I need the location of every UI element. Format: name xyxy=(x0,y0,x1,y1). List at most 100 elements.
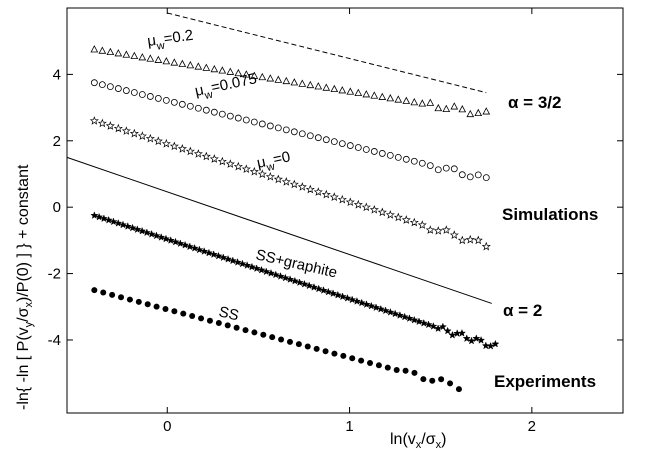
data-point-ss-graphite xyxy=(433,324,443,333)
data-point-ss xyxy=(135,298,142,305)
data-point-ss-graphite xyxy=(123,222,132,230)
x-tick-label: 1 xyxy=(345,418,353,435)
data-point--w-0-075 xyxy=(114,85,122,92)
data-point-ss xyxy=(358,357,365,364)
data-point-ss-graphite xyxy=(400,312,409,321)
data-point--w-0-2 xyxy=(290,78,299,86)
data-point-ss-graphite xyxy=(133,225,142,234)
data-point--w-0 xyxy=(425,225,435,234)
data-point--w-0 xyxy=(217,156,227,166)
data-point--w-0 xyxy=(417,220,427,229)
data-point--w-0-075 xyxy=(434,166,442,174)
data-point-ss-graphite xyxy=(443,326,452,335)
data-point-ss xyxy=(162,305,169,312)
data-point--w-0 xyxy=(185,146,195,156)
reference-lines xyxy=(66,12,492,304)
data-point-ss xyxy=(349,355,356,362)
data-point--w-0 xyxy=(113,123,123,133)
data-point-ss-graphite xyxy=(290,276,299,285)
data-point--w-0-2 xyxy=(306,80,315,89)
data-point--w-0 xyxy=(153,136,163,146)
data-point--w-0-2 xyxy=(330,84,339,93)
data-point-ss xyxy=(118,294,125,301)
data-point-ss xyxy=(260,331,267,338)
data-point-ss-graphite xyxy=(472,334,481,343)
data-point-ss-graphite xyxy=(180,240,190,249)
data-point-ss xyxy=(278,336,285,343)
x-tick-label: 0 xyxy=(163,418,171,435)
y-tick-label: 4 xyxy=(53,66,61,83)
data-point--w-0-2 xyxy=(474,108,483,117)
data-point--w-0 xyxy=(449,230,459,239)
data-point--w-0 xyxy=(369,204,379,214)
data-point--w-0 xyxy=(169,141,179,151)
data-point--w-0 xyxy=(305,184,315,194)
data-point--w-0 xyxy=(225,159,235,168)
data-point-ss-graphite xyxy=(185,242,194,251)
data-point-ss-graphite xyxy=(386,307,395,316)
data-point-ss xyxy=(109,291,116,298)
data-point-ss xyxy=(180,310,187,317)
data-point--w-0-2 xyxy=(282,76,291,85)
data-point--w-0-075 xyxy=(274,124,282,132)
data-point-ss xyxy=(269,334,276,341)
data-point-ss-graphite xyxy=(90,211,99,219)
data-point-ss xyxy=(375,362,382,369)
data-point--w-0 xyxy=(137,131,147,140)
data-point--w-0 xyxy=(337,194,347,204)
data-point--w-0-2 xyxy=(226,67,235,75)
data-point--w-0-2 xyxy=(122,50,131,58)
data-point-ss-graphite xyxy=(238,259,247,268)
data-point--w-0-2 xyxy=(258,72,267,81)
data-point-ss-graphite xyxy=(328,289,338,298)
data-point--w-0-075 xyxy=(314,134,322,142)
data-point--w-0-075 xyxy=(426,162,434,169)
reference-line-alpha-2 xyxy=(66,156,492,304)
data-point-ss xyxy=(340,352,347,359)
data-point-ss-graphite xyxy=(137,226,147,235)
data-point-ss xyxy=(153,303,160,310)
data-point-ss xyxy=(402,367,409,374)
data-point--w-0-2 xyxy=(418,99,427,107)
data-point--w-0 xyxy=(473,235,483,245)
data-point-ss-graphite xyxy=(257,265,266,274)
data-point--w-0-2 xyxy=(266,74,275,82)
data-point--w-0 xyxy=(281,177,291,186)
data-point--w-0-075 xyxy=(362,146,370,153)
data-point--w-0-075 xyxy=(178,100,186,108)
data-point--w-0-075 xyxy=(242,116,250,124)
data-point-ss xyxy=(393,367,400,374)
data-point--w-0-2 xyxy=(98,46,107,54)
plot-frame xyxy=(66,7,624,414)
data-point-ss-graphite xyxy=(414,317,424,326)
data-point-ss-graphite xyxy=(262,267,271,276)
data-point-ss xyxy=(189,313,196,320)
data-point--w-0-2 xyxy=(114,49,123,57)
data-point--w-0-075 xyxy=(170,98,178,106)
data-point-ss-graphite xyxy=(190,243,199,252)
data-point--w-0-2 xyxy=(434,103,443,112)
data-point--w-0-2 xyxy=(146,54,155,62)
data-point--w-0-075 xyxy=(250,118,258,126)
data-point--w-0 xyxy=(401,215,411,224)
data-point--w-0-075 xyxy=(482,174,490,182)
data-point-ss-graphite xyxy=(348,295,357,304)
data-point-ss xyxy=(233,324,240,331)
data-point--w-0-2 xyxy=(354,88,363,96)
data-point--w-0 xyxy=(257,169,267,179)
data-point-ss-graphite xyxy=(281,273,290,282)
data-point--w-0-075 xyxy=(258,120,266,128)
data-point--w-0-2 xyxy=(138,53,147,61)
data-point-ss-graphite xyxy=(157,233,166,241)
data-point--w-0-2 xyxy=(450,102,459,110)
data-point--w-0-075 xyxy=(346,142,354,149)
data-point-ss-graphite xyxy=(352,297,362,305)
data-point--w-0 xyxy=(465,234,475,244)
data-point--w-0 xyxy=(105,121,115,130)
data-point-ss-graphite xyxy=(223,254,233,263)
data-point-ss-graphite xyxy=(243,261,252,269)
annotation-alpha-3-2: α = 3/2 xyxy=(508,93,561,112)
data-point--w-0-075 xyxy=(402,155,410,163)
data-point--w-0-075 xyxy=(442,164,450,172)
data-point--w-0-2 xyxy=(378,92,387,100)
